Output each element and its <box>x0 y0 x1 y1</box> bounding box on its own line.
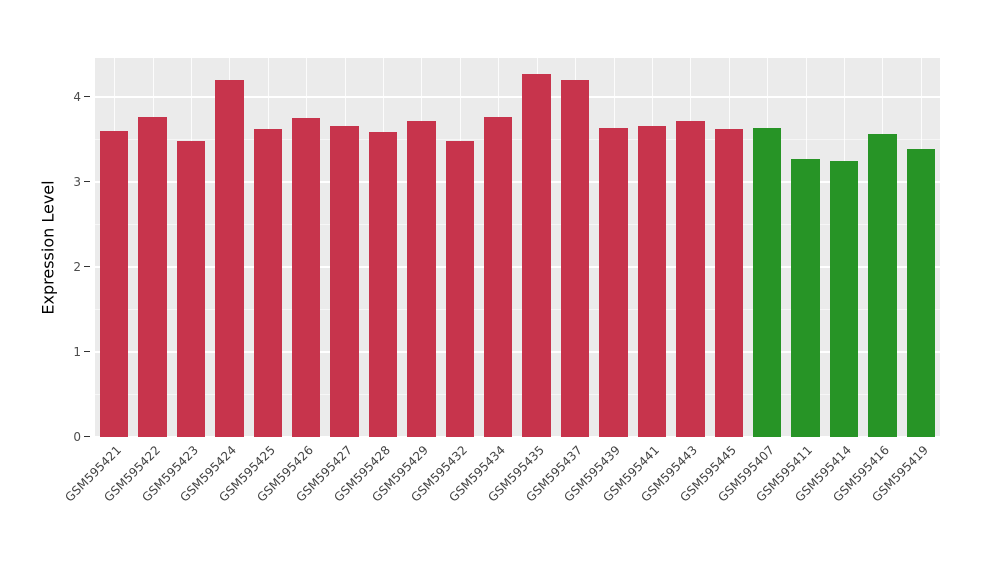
bar-slot <box>287 58 325 437</box>
bar-GSM595439 <box>599 127 628 437</box>
y-tick-mark <box>84 351 90 353</box>
bar-GSM595441 <box>637 125 667 437</box>
bar-slot <box>594 58 632 437</box>
bar-GSM595429 <box>407 120 436 437</box>
y-tick-label: 3 <box>73 175 81 190</box>
major-gridline <box>95 96 940 99</box>
bar-slot <box>95 58 133 437</box>
bar-GSM595416 <box>868 134 897 437</box>
minor-gridline <box>95 308 940 310</box>
bar-GSM595437 <box>560 80 590 437</box>
bar-slot <box>902 58 940 437</box>
minor-gridline <box>95 223 940 225</box>
bar-slot <box>402 58 440 437</box>
bars-container <box>95 58 940 437</box>
bar-GSM595443 <box>676 120 705 437</box>
bar-GSM595445 <box>714 129 743 437</box>
y-tick-mark <box>84 181 90 183</box>
bar-slot <box>863 58 901 437</box>
bar-GSM595423 <box>176 141 206 437</box>
bar-slot <box>556 58 594 437</box>
bar-slot <box>441 58 479 437</box>
bar-GSM595407 <box>752 127 782 437</box>
bar-GSM595425 <box>253 129 283 437</box>
y-tick-label: 1 <box>73 345 81 360</box>
y-tick-label: 4 <box>73 90 81 105</box>
bar-GSM595427 <box>330 125 359 437</box>
major-gridline <box>95 181 940 184</box>
bar-slot <box>671 58 709 437</box>
bar-slot <box>479 58 517 437</box>
major-gridline <box>95 351 940 354</box>
bar-GSM595424 <box>215 80 244 437</box>
y-axis: 0 1 2 3 4 <box>0 58 95 443</box>
bar-slot <box>786 58 824 437</box>
x-axis: GSM595421 GSM595422 GSM595423 GSM595424 GSM5… <box>63 443 940 563</box>
y-tick-mark <box>84 266 90 268</box>
bar-slot <box>172 58 210 437</box>
bar-slot <box>210 58 248 437</box>
bar-slot <box>748 58 786 437</box>
y-tick-label: 0 <box>73 430 81 444</box>
bar-slot <box>825 58 863 437</box>
bar-slot <box>133 58 171 437</box>
y-tick-mark <box>84 436 90 437</box>
major-gridline <box>95 436 940 438</box>
bar-GSM595428 <box>368 131 398 437</box>
bar-GSM595434 <box>484 117 513 437</box>
bar-slot <box>364 58 402 437</box>
bar-GSM595435 <box>522 74 551 437</box>
minor-gridline <box>95 393 940 395</box>
bar-slot <box>517 58 555 437</box>
bar-slot <box>249 58 287 437</box>
bar-GSM595426 <box>292 118 321 437</box>
bar-GSM595422 <box>138 117 167 437</box>
y-tick-label: 2 <box>73 260 81 275</box>
plot-panel <box>95 58 940 438</box>
bar-GSM595421 <box>100 131 129 437</box>
y-tick-mark <box>84 96 90 98</box>
bar-GSM595411 <box>791 159 820 437</box>
bar-GSM595432 <box>445 141 475 437</box>
bar-slot <box>633 58 671 437</box>
bar-slot <box>710 58 748 437</box>
bar-GSM595419 <box>906 148 935 437</box>
minor-gridline <box>95 138 940 140</box>
bar-slot <box>325 58 363 437</box>
bar-GSM595414 <box>829 160 859 437</box>
major-gridline <box>95 266 940 269</box>
